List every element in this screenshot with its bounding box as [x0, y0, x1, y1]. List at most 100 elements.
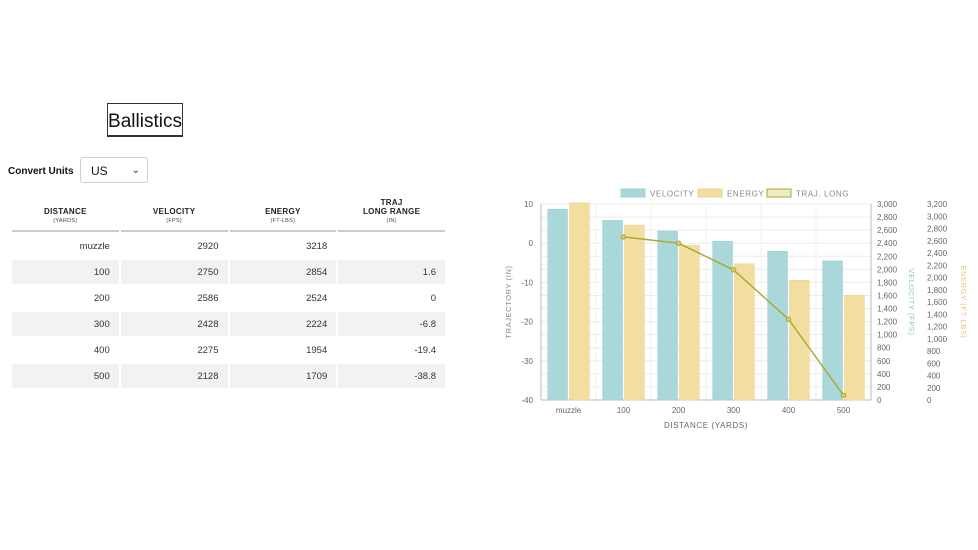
- table-cell: 3218: [229, 232, 337, 258]
- table-row: 100 2750 2854 1.6: [12, 258, 445, 284]
- trajectory-point: [620, 234, 627, 240]
- velocity-tick-label: 2,400: [877, 239, 898, 248]
- velocity-tick-label: 2,000: [877, 265, 898, 274]
- trajectory-tick-label: 0: [529, 239, 534, 248]
- table-cell: 2128: [120, 362, 228, 388]
- trajectory-point: [730, 267, 737, 273]
- header-traj-sub: (IN): [386, 218, 397, 224]
- velocity-tick-label: 1,600: [877, 291, 898, 300]
- energy-tick-label: 1,400: [927, 310, 948, 319]
- table-cell: 1709: [229, 362, 337, 388]
- energy-tick-label: 2,800: [927, 225, 948, 234]
- table-cell: 2750: [120, 258, 228, 284]
- energy-tick-label: 2,400: [927, 249, 948, 258]
- velocity-bar: [822, 260, 843, 401]
- legend-swatch: [766, 188, 792, 198]
- ballistics-chart: 100-10-20-30-403,0002,8002,6002,4002,200…: [504, 188, 968, 430]
- header-velocity-sub: (FPS): [166, 218, 183, 224]
- energy-bar: [679, 245, 700, 401]
- velocity-tick-label: 200: [877, 383, 891, 392]
- table-row: 200 2586 2524 0: [12, 284, 445, 310]
- table-cell: [338, 232, 445, 258]
- table-cell: 1.6: [338, 258, 445, 284]
- x-tick-label: 500: [837, 406, 851, 415]
- table-cell: 300: [12, 310, 119, 336]
- ballistics-table: DISTANCE (YARDS) VELOCITY (FPS) ENERGY (FT-…: [10, 192, 447, 388]
- table-cell: -38.8: [338, 362, 445, 388]
- units-selected-value: US: [91, 164, 108, 178]
- legend-label: ENERGY: [727, 190, 764, 199]
- legend-swatch: [620, 188, 646, 198]
- energy-bar: [569, 202, 590, 401]
- trajectory-tick-label: 10: [524, 200, 533, 209]
- table-row: 400 2275 1954 -19.4: [12, 336, 445, 362]
- energy-bar: [624, 224, 645, 401]
- trajectory-line: [623, 236, 845, 396]
- convert-units-label: Convert Units: [8, 166, 74, 177]
- table-cell: muzzle: [12, 232, 119, 258]
- energy-tick-label: 1,200: [927, 323, 948, 332]
- page-title[interactable]: Ballistics: [107, 103, 183, 137]
- energy-tick-label: 2,000: [927, 274, 948, 283]
- table-cell: -6.8: [338, 310, 445, 336]
- header-energy-title: ENERGY: [265, 207, 301, 216]
- velocity-bar: [602, 220, 623, 401]
- legend-label: VELOCITY: [650, 190, 694, 199]
- header-velocity: VELOCITY (FPS): [120, 192, 228, 232]
- energy-tick-label: 3,000: [927, 212, 948, 221]
- velocity-tick-label: 600: [877, 357, 891, 366]
- header-trajectory: TRAJ LONG RANGE (IN): [338, 192, 445, 232]
- table-cell: 2920: [120, 232, 228, 258]
- velocity-bar: [712, 241, 733, 401]
- trajectory-point: [675, 240, 682, 246]
- energy-tick-label: 1,000: [927, 335, 948, 344]
- table-cell: 500: [12, 362, 119, 388]
- table-row: muzzle 2920 3218: [12, 232, 445, 258]
- table-cell: 2586: [120, 284, 228, 310]
- table-cell: 2524: [229, 284, 337, 310]
- energy-tick-label: 3,200: [927, 200, 948, 209]
- energy-tick-label: 200: [927, 384, 941, 393]
- header-traj-title: TRAJ: [380, 198, 403, 207]
- velocity-tick-label: 1,200: [877, 318, 898, 327]
- units-select[interactable]: US ⌄: [80, 157, 148, 183]
- table-cell: 2428: [120, 310, 228, 336]
- velocity-bar: [767, 251, 788, 401]
- header-velocity-title: VELOCITY: [152, 207, 196, 216]
- trajectory-tick-label: -20: [521, 318, 533, 327]
- velocity-tick-label: 2,200: [877, 252, 898, 261]
- energy-bar: [844, 295, 865, 401]
- trajectory-point: [840, 392, 847, 398]
- table-row: 500 2128 1709 -38.8: [12, 362, 445, 388]
- table-cell: 1954: [229, 336, 337, 362]
- velocity-tick-label: 0: [877, 396, 882, 405]
- velocity-tick-label: 1,400: [877, 305, 898, 314]
- trajectory-axis-title: TRAJECTORY (IN): [504, 265, 513, 338]
- velocity-tick-label: 2,800: [877, 213, 898, 222]
- x-tick-label: 200: [672, 406, 686, 415]
- energy-axis-title: ENERGY (FT-LBS): [959, 265, 968, 338]
- energy-bar: [734, 263, 755, 401]
- table-row: 300 2428 2224 -6.8: [12, 310, 445, 336]
- table-cell: 200: [12, 284, 119, 310]
- energy-tick-label: 2,200: [927, 261, 948, 270]
- trajectory-point: [785, 316, 792, 322]
- velocity-tick-label: 1,000: [877, 331, 898, 340]
- energy-tick-label: 2,600: [927, 237, 948, 246]
- header-energy: ENERGY (FT-LBS): [229, 192, 337, 232]
- velocity-tick-label: 3,000: [877, 200, 898, 209]
- legend-label: TRAJ. LONG: [796, 190, 849, 199]
- chevron-down-icon: ⌄: [131, 165, 140, 176]
- trajectory-tick-label: -40: [521, 396, 533, 405]
- table-cell: 400: [12, 336, 119, 362]
- energy-tick-label: 1,600: [927, 298, 948, 307]
- trajectory-tick-label: -30: [521, 357, 533, 366]
- energy-tick-label: 600: [927, 359, 941, 368]
- x-tick-label: 400: [782, 406, 796, 415]
- table-cell: 100: [12, 258, 119, 284]
- header-traj-title2: LONG RANGE: [363, 207, 421, 216]
- table-cell: 2275: [120, 336, 228, 362]
- velocity-tick-label: 800: [877, 344, 891, 353]
- energy-tick-label: 400: [927, 372, 941, 381]
- table-cell: 2854: [229, 258, 337, 284]
